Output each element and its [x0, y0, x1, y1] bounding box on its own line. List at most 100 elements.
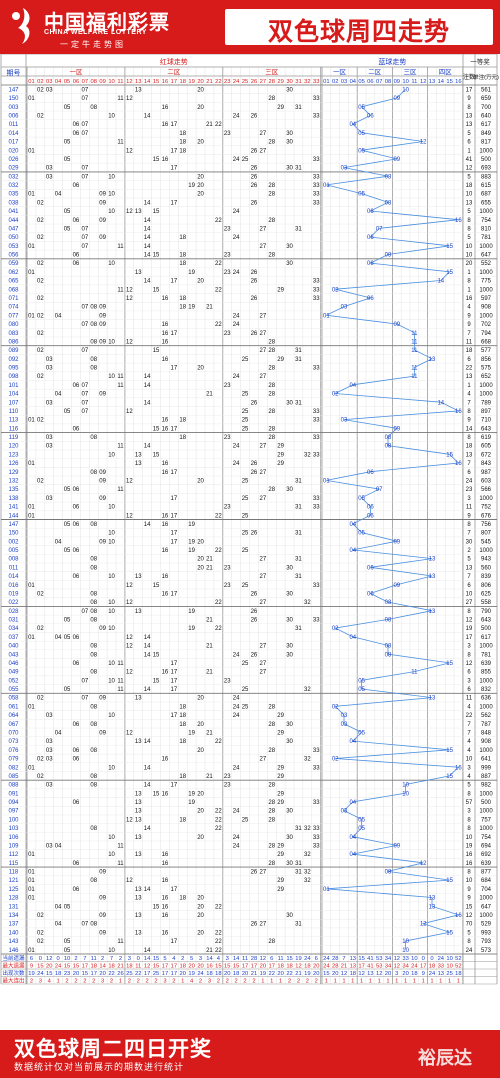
- red-ball-number: 02: [37, 235, 44, 241]
- red-ball-number: 10: [108, 174, 115, 180]
- stat-red-value: 4: [172, 956, 176, 962]
- red-ball-number: 23: [224, 505, 231, 511]
- red-ball-number: 15: [153, 583, 160, 589]
- stat-red-value: 1: [181, 978, 184, 984]
- red-ball-number: 30: [286, 809, 293, 815]
- winners-value: 1: [467, 287, 471, 293]
- blue-ball-number: 13: [429, 904, 436, 910]
- red-ball-number: 30: [286, 487, 293, 493]
- stat-blue-value: 24: [438, 956, 445, 962]
- blue-ball-number: 10: [402, 791, 409, 797]
- blue-ball-number: 04: [349, 739, 356, 745]
- red-ball-number: 07: [82, 348, 89, 354]
- red-ball-number: 20: [197, 105, 204, 111]
- period-label: 140: [8, 930, 19, 936]
- blue-ball-number: 04: [349, 522, 356, 528]
- stat-red-value: 14: [206, 956, 213, 962]
- red-ball-number: 02: [37, 313, 44, 319]
- red-ball-number: 11: [117, 678, 124, 684]
- stat-red-value: 5: [190, 956, 193, 962]
- red-ball-number: 18: [179, 131, 186, 137]
- red-ball-number: 16: [162, 548, 169, 554]
- winners-value: 30: [466, 539, 473, 545]
- red-ball-number: 25: [242, 392, 249, 398]
- red-ball-number: 04: [55, 192, 62, 198]
- period-label: 134: [8, 913, 19, 919]
- red-ball-number: 10: [108, 261, 115, 267]
- red-ball-number: 07: [82, 609, 89, 615]
- red-ball-number: 31: [295, 105, 302, 111]
- winners-value: 5: [467, 930, 471, 936]
- stat-red-value: 6: [270, 956, 273, 962]
- winners-value: 8: [467, 791, 471, 797]
- red-ball-number: 26: [251, 470, 258, 476]
- blue-zone-label: 二区: [368, 68, 382, 76]
- period-label: 050: [8, 235, 19, 241]
- stat-red-value: 24: [197, 971, 204, 977]
- stat-red-value: 20: [260, 963, 266, 969]
- red-ball-number: 31: [295, 557, 302, 563]
- prize-value: 1000: [479, 826, 493, 832]
- stat-red-value: 3: [163, 978, 166, 984]
- red-ball-number: 20: [197, 930, 204, 936]
- red-trend-header: 红球走势: [160, 57, 188, 66]
- stat-blue-value: 1: [457, 978, 460, 984]
- blue-ball-number: 05: [358, 131, 365, 137]
- red-ball-number: 09: [99, 930, 106, 936]
- red-ball-number: 02: [37, 591, 44, 597]
- red-ball-number: 08: [90, 565, 97, 571]
- red-ball-number: 06: [73, 757, 80, 763]
- red-ball-number: 27: [260, 348, 267, 354]
- stat-red-value: 3: [199, 956, 202, 962]
- winners-value: 24: [466, 948, 473, 954]
- red-ball-number: 17: [171, 783, 178, 789]
- welfare-lottery-logo-icon: [12, 8, 30, 44]
- red-ball-number: 28: [268, 861, 275, 867]
- stat-blue-value: 20: [332, 971, 338, 977]
- stat-red-value: 16: [206, 963, 212, 969]
- stat-red-value: 2: [119, 956, 122, 962]
- red-ball-number: 21: [206, 670, 213, 676]
- red-ball-number: 28: [268, 366, 275, 372]
- red-ball-number: 23: [224, 435, 231, 441]
- red-ball-number: 17: [171, 939, 178, 945]
- blue-ball-number: 02: [332, 704, 339, 710]
- blue-column-label: 08: [385, 79, 391, 85]
- prize-value: 781: [481, 235, 492, 241]
- red-ball-number: 07: [82, 226, 89, 232]
- red-ball-number: 12: [126, 513, 133, 519]
- red-ball-number: 02: [37, 418, 44, 424]
- red-ball-number: 19: [188, 609, 195, 615]
- period-label: 011: [9, 565, 19, 571]
- period-label: 065: [8, 279, 19, 285]
- stat-blue-value: 53: [376, 963, 382, 969]
- winners-value: 27: [466, 600, 473, 606]
- red-ball-number: 33: [313, 835, 320, 841]
- red-ball-number: 28: [268, 722, 275, 728]
- stat-red-value: 2: [199, 978, 202, 984]
- red-ball-number: 12: [126, 583, 133, 589]
- red-ball-number: 03: [46, 366, 53, 372]
- red-ball-number: 16: [162, 426, 169, 432]
- prize-value: 603: [481, 478, 492, 484]
- red-ball-number: 28: [268, 704, 275, 710]
- stat-red-value: 12: [144, 963, 150, 969]
- prize-value: 615: [481, 183, 492, 189]
- red-ball-number: 33: [313, 174, 320, 180]
- red-ball-number: 27: [260, 922, 267, 928]
- red-ball-number: 30: [286, 913, 293, 919]
- red-ball-number: 08: [90, 922, 97, 928]
- red-ball-number: 24: [233, 209, 240, 215]
- prize-value: 908: [481, 739, 492, 745]
- blue-ball-number: 15: [446, 270, 453, 276]
- blue-ball-number: 05: [358, 678, 365, 684]
- stat-red-value: 17: [171, 971, 177, 977]
- stat-red-value: 1: [57, 978, 60, 984]
- red-ball-number: 17: [171, 678, 178, 684]
- red-ball-number: 15: [153, 287, 160, 293]
- stat-red-value: 25: [153, 971, 159, 977]
- red-ball-number: 28: [268, 409, 275, 415]
- period-label: 129: [8, 470, 19, 476]
- stat-red-value: 3: [39, 978, 42, 984]
- prize-value: 562: [481, 713, 492, 719]
